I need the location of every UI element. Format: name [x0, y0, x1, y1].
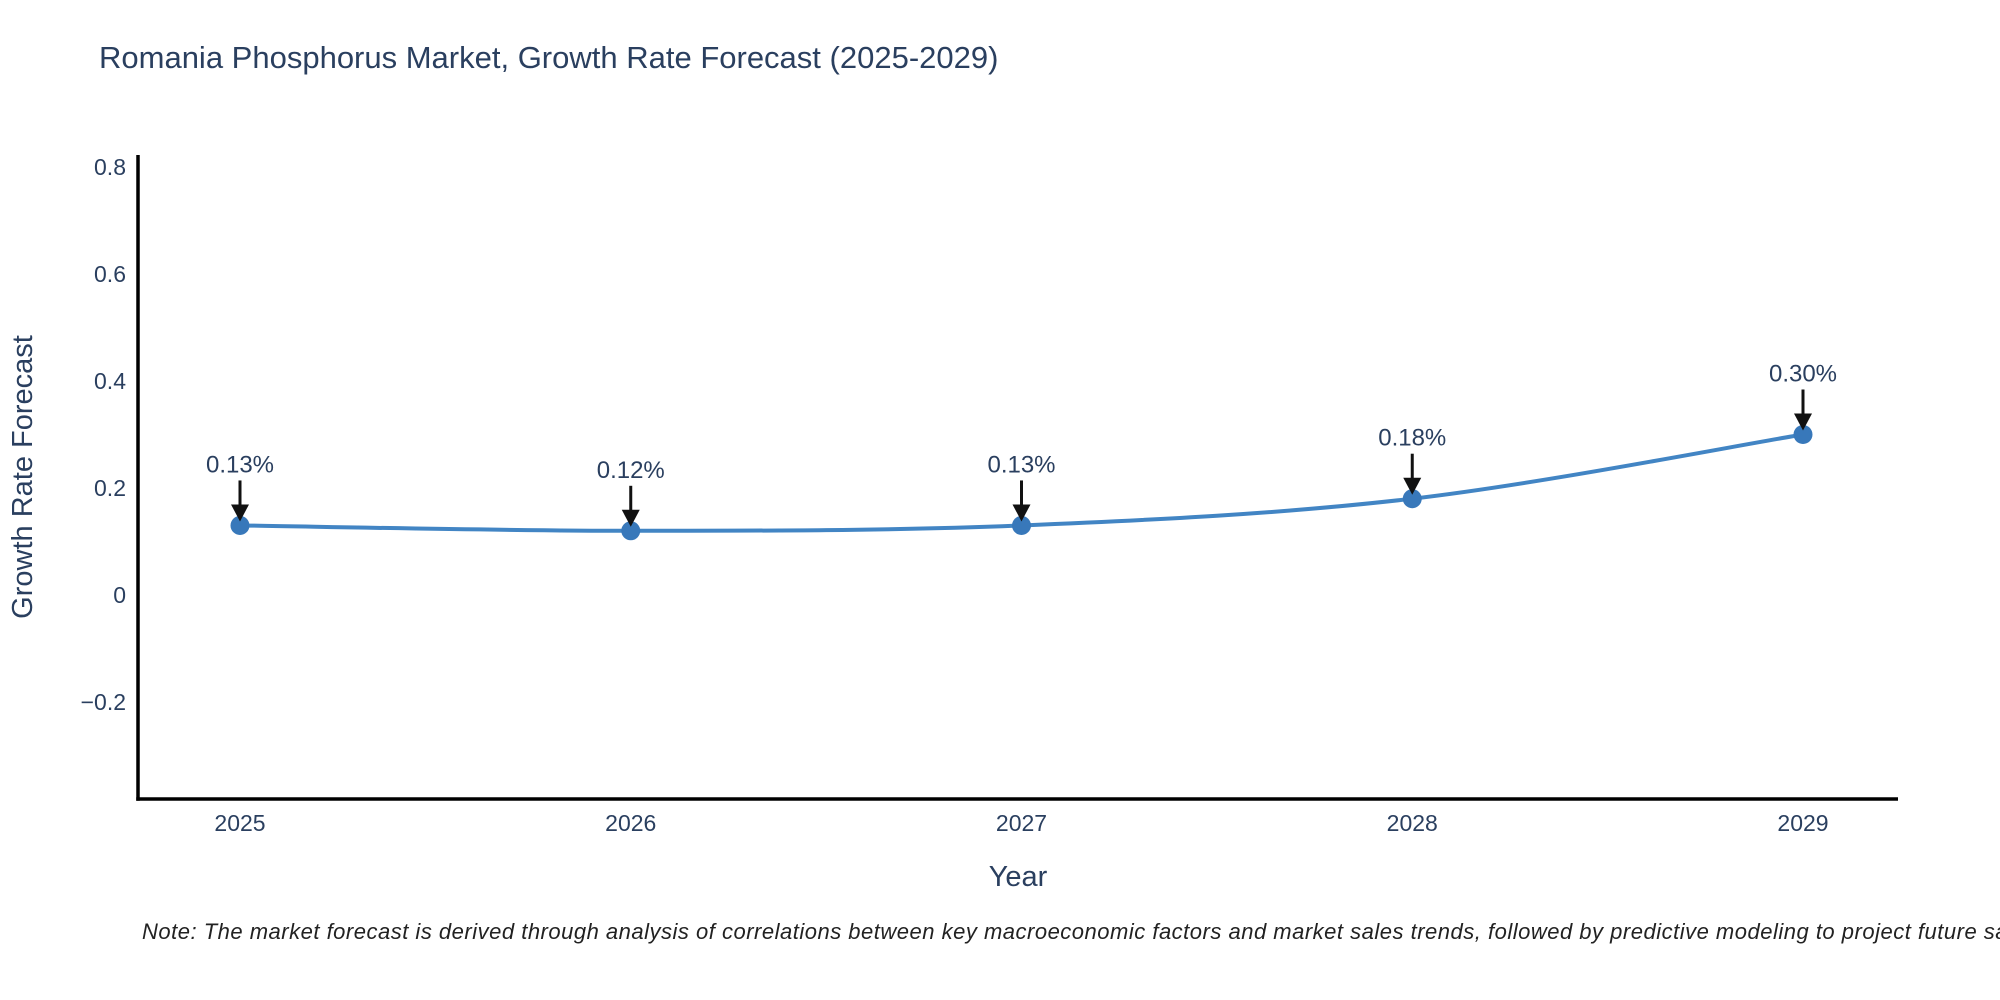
- annotation-arrowhead: [231, 504, 249, 522]
- data-point-marker: [1012, 515, 1031, 535]
- x-tick-label: 2026: [605, 810, 656, 836]
- data-point-marker: [230, 515, 250, 535]
- x-tick-label: 2028: [1387, 810, 1438, 836]
- x-tick-label: 2025: [214, 810, 265, 836]
- point-annotation-label: 0.12%: [597, 457, 665, 484]
- point-annotation-label: 0.30%: [1769, 361, 1837, 388]
- y-tick-label: 0: [113, 582, 126, 608]
- annotation-arrowhead: [1403, 477, 1422, 495]
- data-point-marker: [1793, 425, 1813, 444]
- chart-title: Romania Phosphorus Market, Growth Rate F…: [99, 40, 999, 75]
- y-tick-label: 0.6: [94, 261, 126, 287]
- x-tick-label: 2029: [1777, 810, 1828, 836]
- y-axis-title: Growth Rate Forecast: [7, 335, 39, 619]
- annotation-arrowhead: [621, 509, 640, 527]
- x-tick-label: 2027: [996, 810, 1047, 836]
- y-tick-label: 0.4: [94, 368, 126, 394]
- point-annotation-label: 0.13%: [206, 451, 274, 478]
- y-tick-label: 0.2: [94, 475, 126, 501]
- footnote: Note: The market forecast is derived thr…: [142, 919, 2000, 944]
- y-tick-label: 0.8: [94, 154, 126, 180]
- point-annotation-label: 0.13%: [987, 451, 1055, 478]
- annotation-arrowhead: [1794, 413, 1812, 431]
- data-point-marker: [1402, 489, 1422, 509]
- data-point-marker: [621, 521, 641, 541]
- y-tick-label: −0.2: [81, 689, 126, 715]
- x-axis-title: Year: [989, 861, 1048, 893]
- point-annotation-label: 0.18%: [1378, 425, 1446, 452]
- annotation-arrowhead: [1012, 504, 1031, 522]
